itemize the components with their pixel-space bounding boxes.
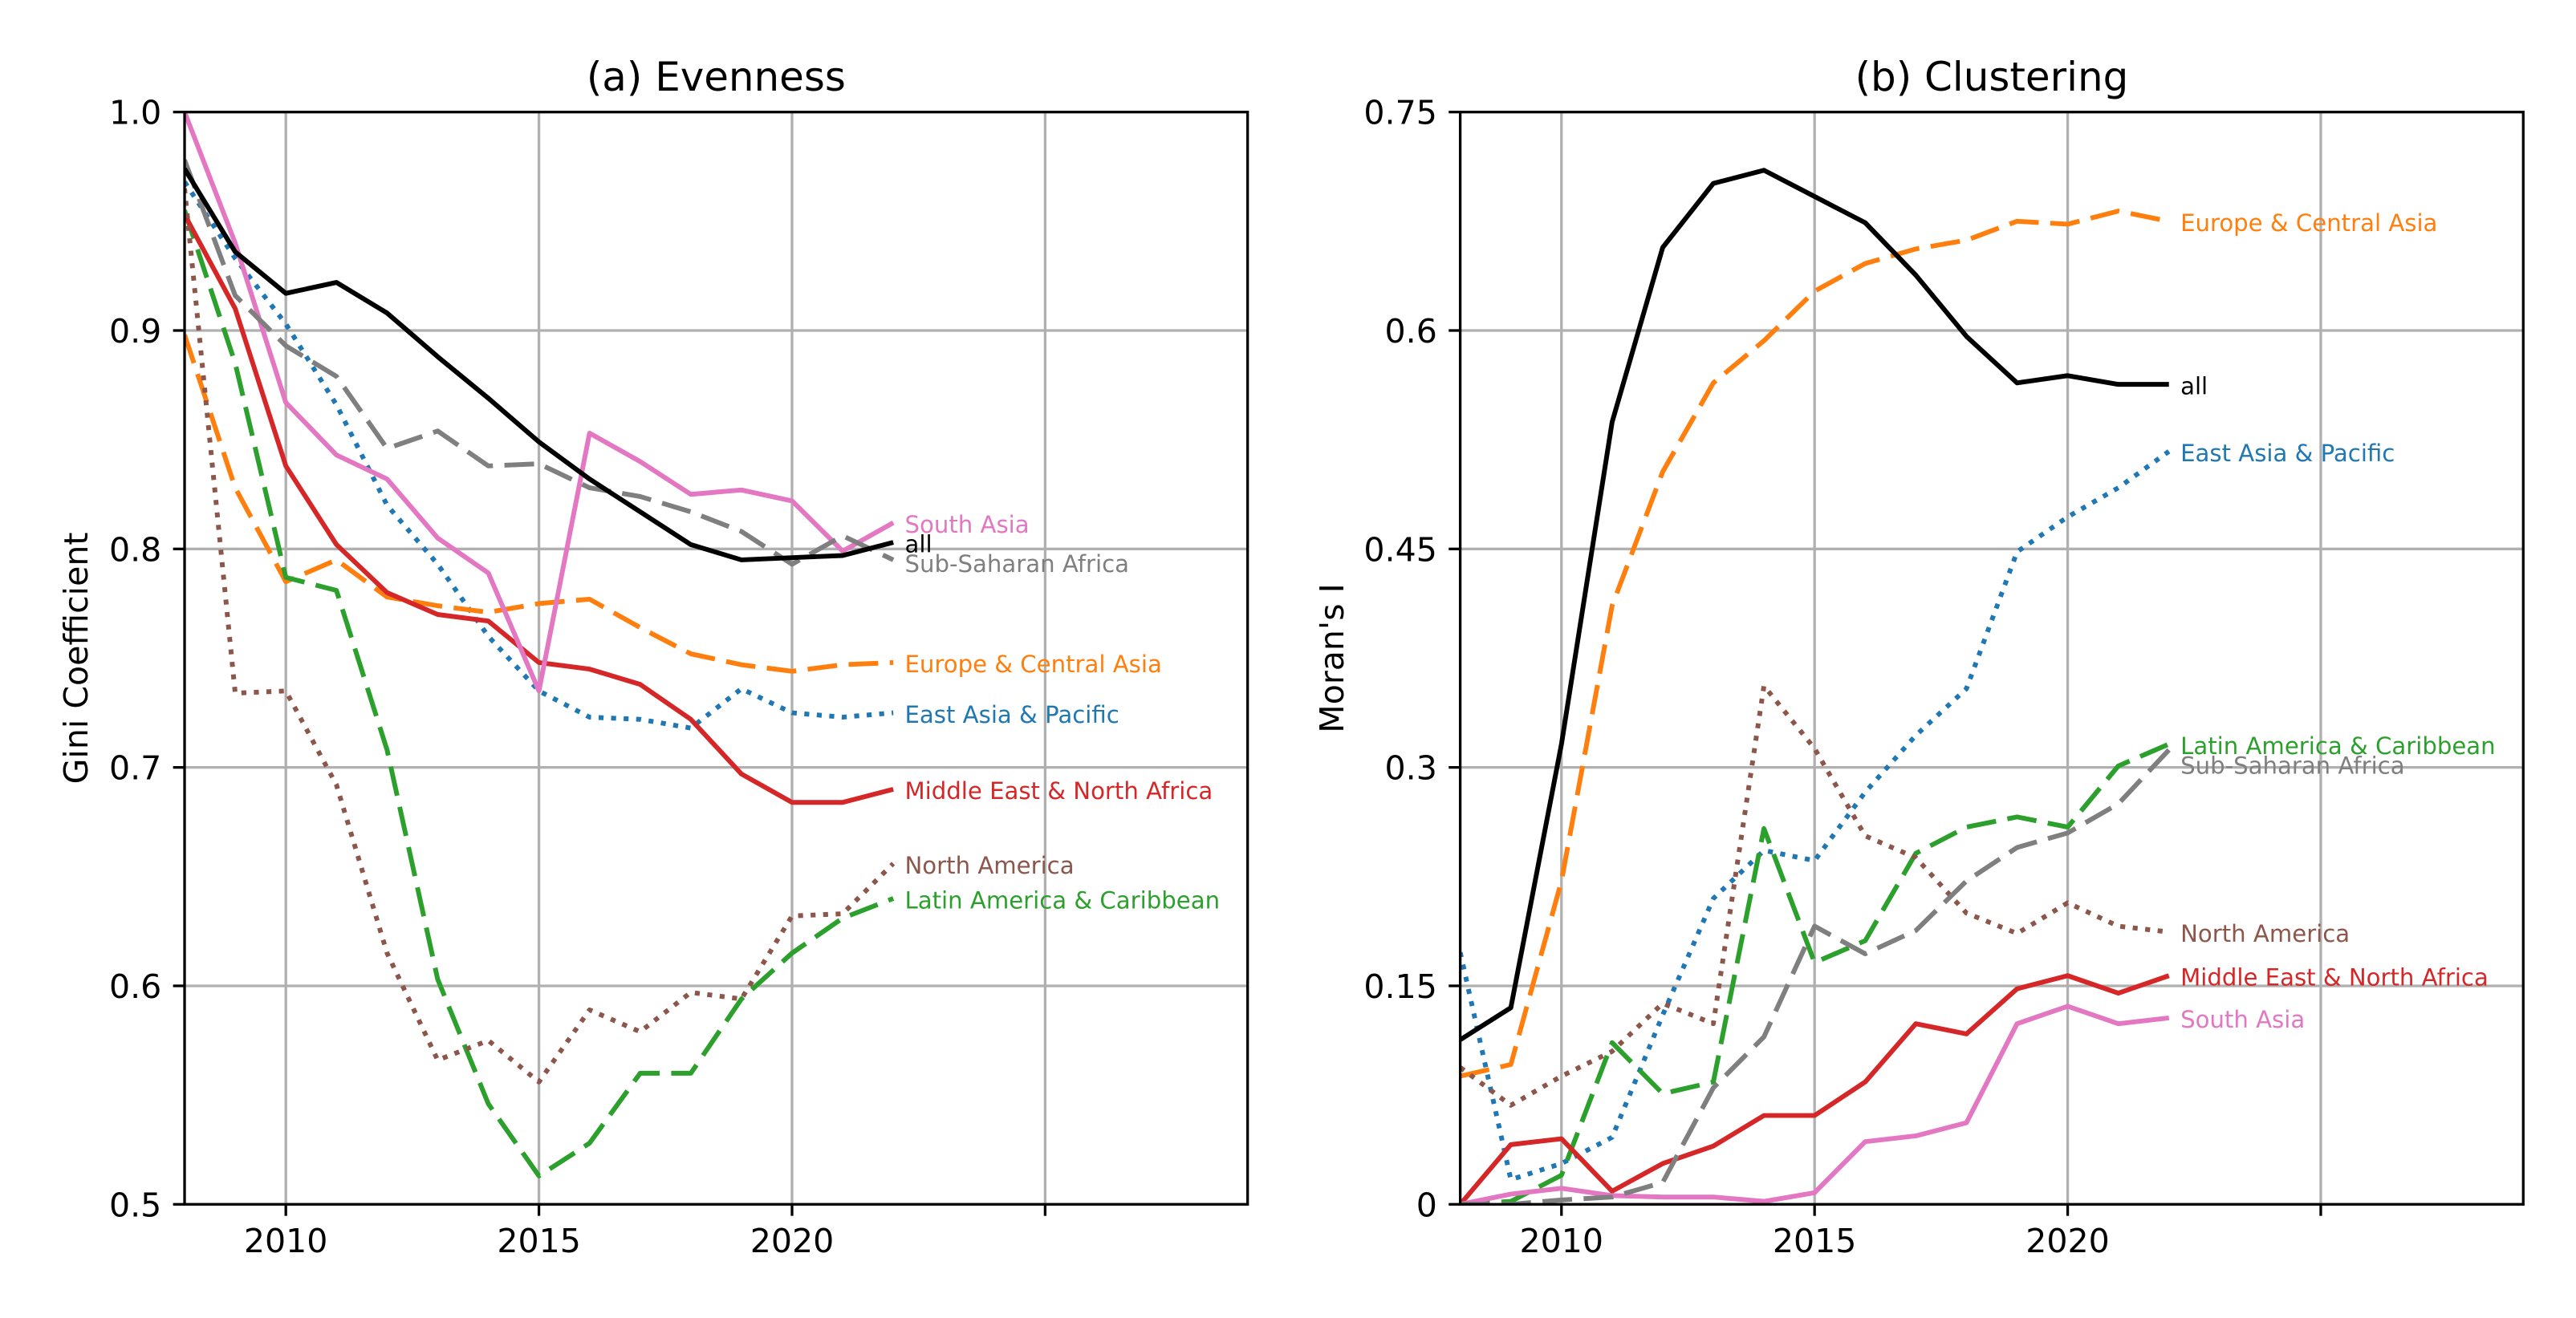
y-tick-label: 0.6: [1385, 312, 1437, 351]
y-tick-label: 0: [1416, 1186, 1437, 1224]
y-tick-label: 0.7: [109, 749, 161, 788]
series-line-north-america: [185, 188, 896, 1085]
series-line-latin-america-and-caribbean: [1460, 741, 2170, 1205]
series-label-sub-saharan-africa: Sub-Saharan Africa: [2180, 752, 2405, 780]
y-tick-label: 0.15: [1363, 967, 1436, 1006]
y-tick-label: 0.8: [109, 530, 161, 569]
series-label-latin-america-and-caribbean: Latin America & Caribbean: [2180, 732, 2496, 760]
series-label-middle-east-and-north-africa: Middle East & North Africa: [905, 777, 1213, 805]
x-tick-label: 2010: [244, 1222, 328, 1260]
series-label-sub-saharan-africa: Sub-Saharan Africa: [905, 550, 1130, 578]
series-label-europe-and-central-asia: Europe & Central Asia: [2180, 209, 2437, 237]
series-lines: [185, 112, 896, 1178]
y-tick-label: 1.0: [109, 94, 161, 132]
y-axis-label: Gini Coefficient: [57, 533, 95, 785]
series-label-all: all: [905, 531, 932, 558]
axes-frame: [183, 111, 1249, 1206]
y-tick-label: 0.45: [1363, 530, 1436, 569]
series-line-sub-saharan-africa: [1460, 748, 2171, 1205]
series-label-north-america: North America: [2180, 920, 2350, 947]
series-label-europe-and-central-asia: Europe & Central Asia: [905, 651, 1162, 678]
x-tick-label: 2020: [2025, 1222, 2110, 1260]
series-line-south-asia: [1460, 1004, 2170, 1205]
panel-title: (b) Clustering: [1855, 54, 2129, 100]
panel-evenness: 2010 2015 2020 0.5 0.6 0.7 0.8 0.9 1.0 (a) Evenne…: [57, 54, 1249, 1260]
series-label-latin-america-and-caribbean: Latin America & Caribbean: [905, 886, 1221, 914]
x-tick-label: 2015: [497, 1222, 581, 1260]
series-line-europe-and-central-asia: [1460, 209, 2170, 1079]
series-line-all: [185, 167, 894, 562]
series-lines: [1460, 168, 2171, 1205]
x-tick-label: 2020: [750, 1222, 835, 1260]
y-tick-label: 0.5: [109, 1186, 161, 1224]
panel-title: (a) Evenness: [587, 54, 846, 100]
y-axis-label: Moran's I: [1313, 583, 1351, 732]
x-tick-label: 2015: [1773, 1222, 1857, 1260]
series-label-east-asia-and-pacific: East Asia & Pacific: [905, 701, 1119, 728]
series-line-sub-saharan-africa: [185, 159, 895, 567]
series-label-south-asia: South Asia: [2180, 1006, 2305, 1033]
panel-clustering: 2010 2015 2020 0 0.15 0.3 0.45 0.6 0.75 (b) Clust…: [1313, 54, 2525, 1260]
series-label-north-america: North America: [905, 852, 1075, 879]
series-label-east-asia-and-pacific: East Asia & Pacific: [2180, 440, 2395, 467]
y-tick-label: 0.9: [109, 312, 161, 351]
series-label-all: all: [2180, 372, 2208, 399]
y-tick-label: 0.6: [109, 967, 161, 1006]
series-line-middle-east-and-north-africa: [185, 213, 894, 805]
series-line-middle-east-and-north-africa: [1460, 973, 2170, 1205]
series-line-europe-and-central-asia: [185, 334, 894, 674]
y-tick-label: 0.3: [1385, 749, 1437, 788]
series-line-latin-america-and-caribbean: [185, 209, 895, 1178]
series-line-all: [1460, 168, 2169, 1042]
series-line-north-america: [1460, 683, 2170, 1108]
series-label-south-asia: South Asia: [905, 511, 1030, 538]
series-label-middle-east-and-north-africa: Middle East & North Africa: [2180, 964, 2489, 992]
x-tick-label: 2010: [1520, 1222, 1604, 1260]
axes-frame: [1458, 111, 2525, 1206]
series-line-south-asia: [185, 112, 895, 694]
y-tick-label: 0.75: [1363, 94, 1436, 132]
